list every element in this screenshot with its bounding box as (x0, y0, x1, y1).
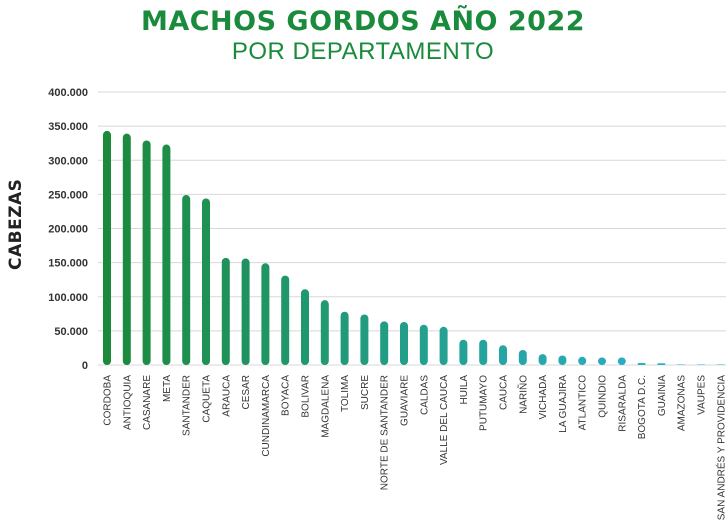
x-tick-label: CALDAS (419, 375, 430, 415)
y-tick-label: 0 (82, 360, 88, 372)
bar (380, 321, 389, 365)
bar (103, 130, 111, 365)
y-tick-label: 200.000 (48, 224, 88, 236)
bar (261, 263, 270, 365)
bar (122, 133, 131, 365)
x-tick-label: ARAUCA (221, 375, 232, 417)
x-tick-label: SANTANDER (182, 375, 193, 436)
y-tick-label: 100.000 (48, 292, 88, 304)
bar (301, 289, 309, 365)
x-tick-label: CORDOBA (103, 375, 114, 426)
bar (400, 322, 408, 365)
x-tick-label: CUNDINAMARCA (261, 375, 272, 457)
bar (617, 357, 626, 365)
bar (241, 258, 250, 365)
x-tick-label: META (162, 375, 173, 402)
bar (221, 257, 230, 365)
x-tick-label: BOGOTA D.C. (637, 375, 648, 439)
bar (142, 140, 151, 365)
x-tick-label: NORTE DE SANTANDER (380, 375, 391, 490)
bar (637, 362, 646, 365)
chart-subtitle: POR DEPARTAMENTO (231, 38, 495, 65)
y-tick-label: 400.000 (48, 87, 88, 99)
bar (459, 339, 468, 365)
bar (697, 364, 705, 365)
x-tick-label: GUAINIA (657, 375, 668, 416)
x-tick-label: ANTIOQUIA (122, 375, 133, 430)
bar (202, 198, 210, 365)
x-tick-label: SUCRE (360, 375, 371, 410)
bar (162, 144, 171, 365)
x-tick-label: MAGDALENA (320, 375, 331, 438)
y-tick-label: 150.000 (48, 258, 88, 270)
y-tick-label: 250.000 (48, 189, 88, 201)
x-tick-label: VICHADA (538, 375, 549, 420)
y-tick-label: 300.000 (48, 155, 88, 167)
x-tick-label: CAUCA (499, 375, 510, 410)
bar (598, 357, 606, 365)
y-tick-label: 350.000 (48, 121, 88, 133)
x-tick-label: CESAR (241, 375, 252, 409)
bar (558, 355, 567, 365)
bar (538, 354, 547, 365)
bar (518, 349, 527, 365)
bar (499, 345, 507, 365)
x-tick-label: BOYACA (281, 375, 292, 416)
bar (578, 356, 587, 365)
x-tick-label: BOLIVAR (301, 375, 312, 418)
x-tick-label: VALLE DEL CAUCA (439, 375, 450, 465)
chart-title: MACHOS GORDOS AÑO 2022 (140, 6, 586, 37)
bar (677, 364, 686, 365)
x-tick-label: CAQUETA (202, 375, 213, 423)
x-tick-label: GUAVIARE (400, 375, 411, 426)
bar (657, 363, 666, 365)
x-tick-label: RISARALDA (617, 375, 628, 432)
bar (716, 364, 725, 365)
y-tick-label: 50.000 (54, 326, 88, 338)
x-tick-label: NARIÑO (516, 375, 529, 414)
x-tick-label: LA GUAJIRA (558, 375, 569, 433)
x-tick-label: TOLIMA (340, 375, 351, 412)
bar (281, 275, 290, 365)
x-tick-label: ATLANTICO (578, 375, 589, 431)
bar (340, 311, 349, 365)
x-tick-label: VAUPES (697, 375, 708, 415)
bar (419, 324, 428, 365)
x-tick-label: PUTUMAYO (479, 375, 490, 431)
bar (360, 314, 369, 365)
bar (182, 195, 191, 365)
x-tick-label: AMAZONAS (677, 375, 688, 431)
x-tick-label: CASANARE (142, 375, 153, 430)
x-tick-label: SAN ANDRÉS Y PROVIDENCIA (714, 375, 726, 521)
x-tick-label: HUILA (459, 375, 470, 405)
bar (320, 300, 329, 365)
bar (479, 339, 488, 365)
x-tick-label: QUINDIO (598, 375, 609, 418)
bar (439, 326, 448, 365)
